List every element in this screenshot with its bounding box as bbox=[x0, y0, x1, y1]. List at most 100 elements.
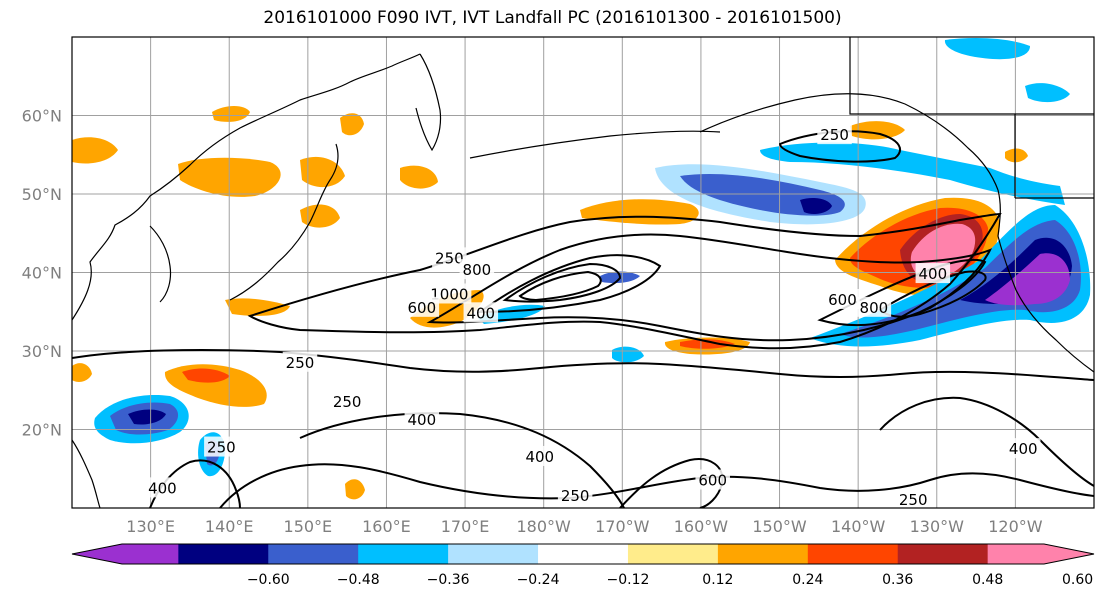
contour-label-text: 400 bbox=[525, 448, 554, 466]
pc-negative-region-north-canada-2 bbox=[1025, 83, 1070, 103]
contour-label-text: 250 bbox=[820, 126, 849, 144]
contour-label: 250 bbox=[432, 247, 467, 268]
colorbar-tick-label: −0.48 bbox=[337, 572, 380, 588]
contour-label-text: 400 bbox=[466, 304, 495, 322]
ivt-contour-600-east bbox=[817, 258, 987, 327]
colorbar-tick-label: −0.36 bbox=[427, 572, 470, 588]
contour-label: 250 bbox=[817, 124, 852, 145]
contour-label-background bbox=[329, 391, 365, 412]
contour-label-text: 400 bbox=[919, 265, 948, 283]
pc-positive-region-sea-of-okhotsk bbox=[212, 106, 250, 122]
longitude-label: 130°E bbox=[126, 517, 175, 536]
pc-positive-region-gulf-of-alaska-north bbox=[850, 121, 905, 140]
longitude-labels: 130°E 140°E 150°E 160°E 170°E 180°W 170°W 160°W… bbox=[126, 517, 1042, 536]
colorbar-tick-labels: −0.60 −0.48 −0.36 −0.24 −0.12 0.12 0.24 0.36 0.4… bbox=[247, 572, 1093, 588]
contour-label-background bbox=[145, 477, 180, 498]
longitude-label: 150°E bbox=[284, 517, 333, 536]
longitude-label: 160°E bbox=[362, 517, 411, 536]
ivt-contour-250-south bbox=[219, 463, 1094, 508]
longitude-label: 140°E bbox=[205, 517, 254, 536]
longitude-label: 120°W bbox=[988, 517, 1043, 536]
pc-positive-region-north-china bbox=[72, 137, 118, 164]
colorbar-swatch bbox=[122, 544, 179, 564]
longitude-label: 160°W bbox=[674, 517, 729, 536]
ivt-contour-250-main bbox=[247, 212, 1002, 350]
colorbar-extend-min bbox=[72, 544, 122, 564]
contour-label: 400 bbox=[463, 302, 499, 323]
ivt-contour-1000 bbox=[518, 270, 602, 302]
contour-label: 800 bbox=[856, 296, 892, 317]
colorbar-swatch bbox=[358, 544, 449, 564]
contour-label: 600 bbox=[695, 469, 730, 490]
contour-label-background bbox=[557, 485, 593, 506]
pc-negative-region-gulf-of-alaska-peak bbox=[800, 198, 832, 214]
latitude-labels: 60°N 50°N 40°N 30°N 20°N bbox=[22, 107, 62, 440]
colorbar-outline bbox=[71, 543, 1095, 565]
contour-label-text: 250 bbox=[561, 487, 590, 505]
contour-label-text: 800 bbox=[463, 261, 492, 279]
coastlines bbox=[72, 37, 1094, 508]
ivt-contour-400-southeast bbox=[879, 396, 1094, 487]
contour-label-background bbox=[432, 247, 467, 268]
pc-positive-region-ryukyu bbox=[72, 363, 92, 382]
contour-label-text: 250 bbox=[899, 491, 928, 509]
contour-label: 400 bbox=[915, 263, 951, 284]
longitude-label: 170°W bbox=[595, 517, 650, 536]
contour-label-background bbox=[856, 296, 892, 317]
colorbar-swatch bbox=[268, 544, 359, 564]
latitude-label: 40°N bbox=[22, 264, 62, 283]
coastline-korea bbox=[149, 225, 172, 303]
colorbar-swatch bbox=[538, 544, 629, 564]
colorbar-swatch bbox=[717, 544, 809, 564]
ivt-contour-400 bbox=[426, 233, 993, 342]
contour-label-background bbox=[895, 489, 931, 508]
contour-label-text: 800 bbox=[860, 299, 889, 317]
contour-label-background bbox=[522, 445, 558, 466]
longitude-label: 170°E bbox=[441, 517, 490, 536]
ivt-contour-400-south-2 bbox=[299, 412, 625, 508]
colorbar-tick-label: −0.12 bbox=[607, 572, 650, 588]
colorbar-tick-label: −0.24 bbox=[517, 572, 560, 588]
pc-negative-region-philippine-sea-peak bbox=[128, 409, 166, 425]
contour-label-background bbox=[695, 469, 730, 490]
colorbar-swatch bbox=[987, 544, 1045, 564]
pc-positive-region-kuril bbox=[400, 165, 438, 189]
longitude-label: 140°W bbox=[831, 517, 886, 536]
colorbar-tick-label: 0.60 bbox=[1062, 572, 1093, 588]
contour-label-background bbox=[1005, 438, 1041, 459]
contour-label: 600 bbox=[825, 288, 860, 309]
contour-label: 400 bbox=[1005, 438, 1041, 459]
contour-label-text: 1000 bbox=[430, 285, 468, 303]
pc-positive-region-hokkaido bbox=[300, 156, 345, 188]
contour-label-text: 600 bbox=[698, 472, 727, 490]
coastline-philippines bbox=[72, 439, 101, 508]
contour-label-text: 250 bbox=[286, 354, 315, 372]
colorbar-tick-label: 0.36 bbox=[882, 572, 913, 588]
border-canada-us bbox=[849, 37, 1094, 199]
contour-label-background bbox=[463, 302, 499, 323]
contour-label: 800 bbox=[459, 259, 495, 280]
contour-label: 250 bbox=[557, 485, 593, 506]
colorbar-swatch bbox=[178, 544, 269, 564]
contour-label-text: 250 bbox=[207, 439, 236, 457]
contour-label-background bbox=[404, 409, 440, 430]
contour-label: 400 bbox=[522, 445, 558, 466]
coastline-japan bbox=[229, 143, 339, 301]
contour-label-background bbox=[825, 288, 860, 309]
ivt-contour-600 bbox=[476, 254, 662, 314]
longitude-label: 150°W bbox=[752, 517, 807, 536]
contour-label: 600 bbox=[404, 296, 440, 317]
pc-negative-region-north-canada bbox=[944, 38, 1030, 60]
contour-label-text: 600 bbox=[828, 291, 857, 309]
coastline-kamchatka bbox=[415, 53, 442, 152]
pc-negative-region-us-coast-peak bbox=[985, 253, 1070, 306]
contour-label: 250 bbox=[204, 436, 239, 457]
pc-positive-region-kamchatka bbox=[340, 113, 364, 136]
colorbar-tick-label: 0.48 bbox=[972, 572, 1003, 588]
pc-positive-region-taiwan-core bbox=[182, 368, 230, 383]
coastline-north-america bbox=[997, 189, 1094, 373]
contour-label-background bbox=[282, 351, 318, 372]
colorbar-swatch bbox=[627, 544, 719, 564]
